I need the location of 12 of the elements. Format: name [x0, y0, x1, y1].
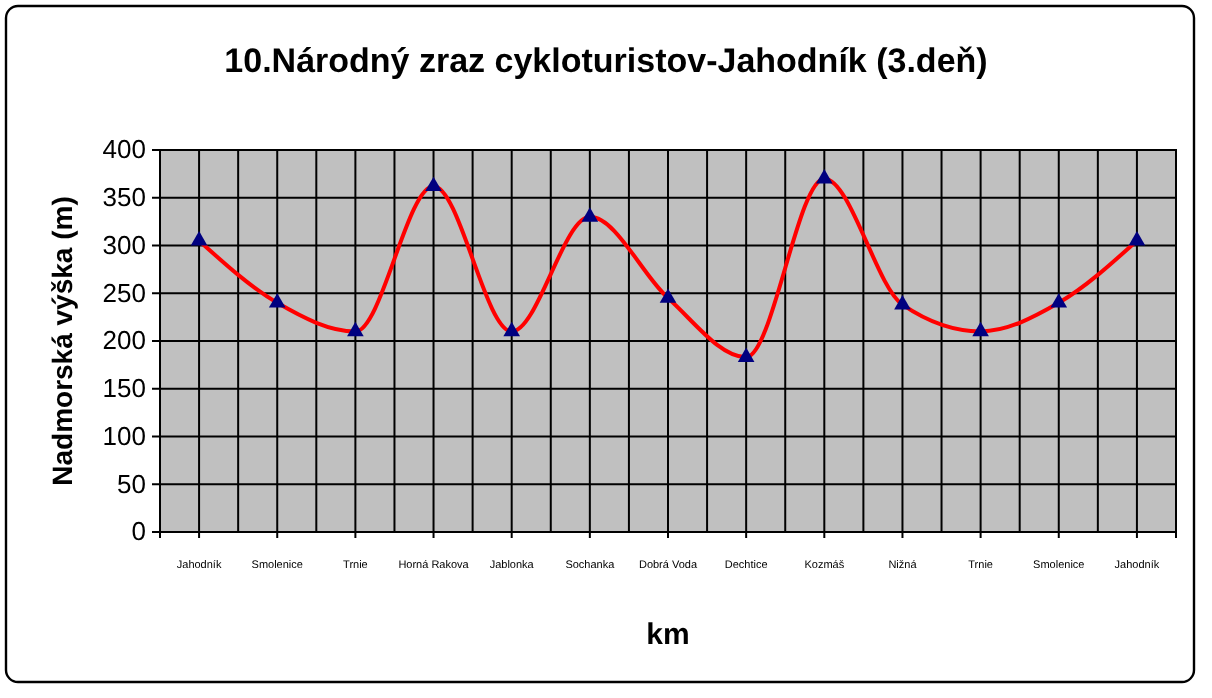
y-tick-label: 400 — [102, 134, 146, 165]
y-tick-label: 50 — [117, 468, 146, 499]
chart-title: 10.Národný zraz cykloturistov-Jahodník (3.deň) — [224, 42, 988, 80]
y-tick-label: 100 — [102, 420, 146, 451]
y-tick-label: 300 — [102, 229, 146, 260]
y-tick-label: 200 — [102, 325, 146, 356]
y-tick-label: 250 — [102, 277, 146, 308]
y-tick-label: 350 — [102, 182, 146, 213]
y-tick-label: 0 — [131, 516, 146, 547]
y-tick-label: 150 — [102, 373, 146, 404]
y-axis-title: Nadmorská výška (m) — [46, 196, 78, 486]
x-axis-title: km — [646, 618, 690, 652]
